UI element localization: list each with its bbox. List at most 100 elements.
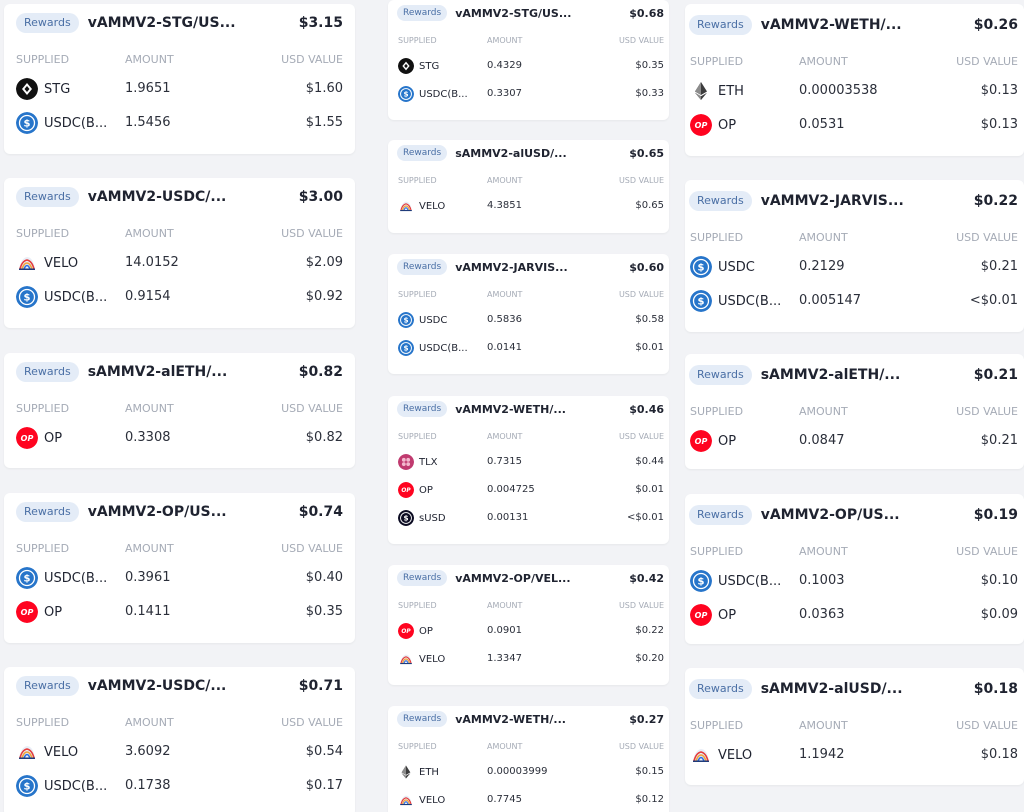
- token-usd-value: $0.20: [635, 653, 664, 664]
- usd-value-header: USD VALUE: [281, 542, 343, 555]
- tlx-icon: [398, 454, 414, 470]
- reward-card[interactable]: Rewards vAMMV2-WETH/... $0.26 SUPPLIED AMOUN…: [685, 4, 1024, 156]
- token-symbol: OP: [44, 604, 63, 620]
- supplied-header: SUPPLIED: [398, 290, 437, 299]
- token-amount: 0.0901: [487, 625, 522, 636]
- svg-text:OP: OP: [401, 629, 411, 635]
- usdc-icon: $: [398, 312, 414, 328]
- amount-header: AMOUNT: [125, 542, 174, 555]
- pool-name: vAMMV2-WETH/...: [455, 402, 566, 416]
- token-amount: 0.00003999: [487, 766, 548, 777]
- token-row: $ USDC(B... 0.1003 $0.10: [685, 570, 1024, 592]
- reward-card[interactable]: Rewards vAMMV2-WETH/... $0.27 SUPPLIED AMOUN…: [388, 706, 669, 812]
- token-amount: 0.2129: [799, 259, 845, 274]
- rewards-badge: Rewards: [16, 187, 79, 207]
- reward-card[interactable]: Rewards vAMMV2-JARVIS... $0.22 SUPPLIED AMOU…: [685, 180, 1024, 332]
- card-header: Rewards vAMMV2-OP/US... $0.19: [685, 505, 1024, 525]
- token-amount: 0.7745: [487, 794, 522, 805]
- usd-value-header: USD VALUE: [281, 227, 343, 240]
- token-row: OP OP 0.1411 $0.35: [4, 601, 355, 623]
- token-cell: OP OP: [690, 114, 736, 136]
- token-usd-value: $0.01: [635, 342, 664, 353]
- token-usd-value: $0.13: [980, 117, 1018, 132]
- token-amount: 0.5836: [487, 314, 522, 325]
- svg-text:$: $: [698, 297, 705, 308]
- svg-text:OP: OP: [401, 488, 411, 494]
- usdc-icon: $: [16, 775, 38, 797]
- token-row: $ USDC(B... 0.9154 $0.92: [4, 286, 355, 308]
- op-icon: OP: [16, 601, 38, 623]
- token-usd-value: $0.01: [635, 484, 664, 495]
- card-total-value: $0.27: [629, 712, 664, 726]
- token-cell: $ USDC(B...: [16, 286, 107, 308]
- pool-name: vAMMV2-JARVIS...: [760, 193, 904, 209]
- card-header: Rewards vAMMV2-WETH/... $0.27: [388, 711, 669, 727]
- pool-name: vAMMV2-STG/US...: [455, 6, 572, 20]
- card-total-value: $0.26: [973, 17, 1018, 33]
- svg-text:$: $: [403, 90, 408, 99]
- token-symbol: OP: [718, 117, 737, 133]
- reward-card[interactable]: Rewards vAMMV2-USDC/... $3.00 SUPPLIED AMOUN…: [4, 178, 355, 328]
- reward-card[interactable]: Rewards vAMMV2-JARVIS... $0.60 SUPPLIED AMOU…: [388, 254, 669, 374]
- token-amount: 1.1942: [799, 747, 845, 762]
- reward-card[interactable]: Rewards vAMMV2-OP/US... $0.74 SUPPLIED AMOUN…: [4, 493, 355, 643]
- reward-card[interactable]: Rewards sAMMV2-alETH/... $0.21 SUPPLIED AMOU…: [685, 354, 1024, 469]
- card-total-value: $0.60: [629, 260, 664, 274]
- reward-card[interactable]: Rewards vAMMV2-USDC/... $0.71 SUPPLIED AMOUN…: [4, 667, 355, 812]
- reward-card[interactable]: Rewards sAMMV2-alUSD/... $0.65 SUPPLIED AMOU…: [388, 140, 669, 233]
- usdc-icon: $: [16, 286, 38, 308]
- token-symbol: USDC: [419, 314, 448, 326]
- token-row: $ USDC(B... 0.0141 $0.01: [388, 340, 669, 356]
- card-total-value: $0.68: [629, 6, 664, 20]
- usd-value-header: USD VALUE: [956, 55, 1018, 68]
- reward-card[interactable]: Rewards vAMMV2-OP/US... $0.19 SUPPLIED AMOUN…: [685, 494, 1024, 644]
- token-row: $ USDC(B... 0.005147 <$0.01: [685, 290, 1024, 312]
- token-cell: VELO: [398, 651, 445, 667]
- svg-text:$: $: [403, 514, 408, 523]
- usd-value-header: USD VALUE: [618, 432, 664, 441]
- usd-value-header: USD VALUE: [281, 716, 343, 729]
- token-usd-value: $0.09: [980, 607, 1018, 622]
- supplied-header: SUPPLIED: [690, 719, 744, 732]
- supplied-header: SUPPLIED: [398, 176, 437, 185]
- reward-card[interactable]: Rewards sAMMV2-alUSD/... $0.18 SUPPLIED AMOU…: [685, 668, 1024, 785]
- token-usd-value: <$0.01: [626, 512, 664, 523]
- supplied-header: SUPPLIED: [690, 231, 744, 244]
- rewards-badge: Rewards: [689, 365, 752, 385]
- reward-card[interactable]: Rewards vAMMV2-WETH/... $0.46 SUPPLIED AMOUN…: [388, 396, 669, 544]
- usd-value-header: USD VALUE: [281, 53, 343, 66]
- card-total-value: $0.65: [629, 146, 664, 160]
- reward-card[interactable]: Rewards vAMMV2-OP/VEL... $0.42 SUPPLIED AMOU…: [388, 565, 669, 685]
- svg-text:$: $: [698, 263, 705, 274]
- op-icon: OP: [690, 604, 712, 626]
- reward-card[interactable]: Rewards vAMMV2-STG/US... $0.68 SUPPLIED AMOU…: [388, 0, 669, 120]
- reward-card[interactable]: Rewards sAMMV2-alETH/... $0.82 SUPPLIED AMOU…: [4, 353, 355, 468]
- token-row: OP OP 0.004725 $0.01: [388, 482, 669, 498]
- token-symbol: OP: [44, 430, 63, 446]
- amount-header: AMOUNT: [487, 432, 523, 441]
- token-row: ETH 0.00003999 $0.15: [388, 764, 669, 780]
- svg-text:$: $: [403, 344, 408, 353]
- rewards-badge: Rewards: [689, 191, 752, 211]
- token-usd-value: $0.54: [305, 744, 343, 759]
- token-symbol: VELO: [419, 200, 446, 212]
- token-cell: $ USDC(B...: [690, 290, 781, 312]
- op-icon: OP: [398, 482, 414, 498]
- token-cell: $ USDC(B...: [16, 775, 107, 797]
- amount-header: AMOUNT: [125, 227, 174, 240]
- token-amount: 0.0531: [799, 117, 845, 132]
- svg-text:OP: OP: [695, 121, 708, 130]
- token-symbol: USDC(B...: [44, 289, 108, 305]
- token-usd-value: $0.21: [980, 433, 1018, 448]
- card-header: Rewards vAMMV2-STG/US... $3.15: [4, 13, 355, 33]
- reward-card[interactable]: Rewards vAMMV2-STG/US... $3.15 SUPPLIED AMOU…: [4, 4, 355, 154]
- svg-text:$: $: [24, 782, 31, 793]
- token-usd-value: $1.55: [305, 115, 343, 130]
- token-symbol: VELO: [718, 747, 753, 763]
- token-amount: 0.7315: [487, 456, 522, 467]
- stg-icon: [16, 78, 38, 100]
- card-total-value: $3.00: [298, 189, 343, 205]
- token-cell: VELO: [398, 792, 445, 808]
- token-row: OP OP 0.0847 $0.21: [685, 430, 1024, 452]
- token-row: OP OP 0.0901 $0.22: [388, 623, 669, 639]
